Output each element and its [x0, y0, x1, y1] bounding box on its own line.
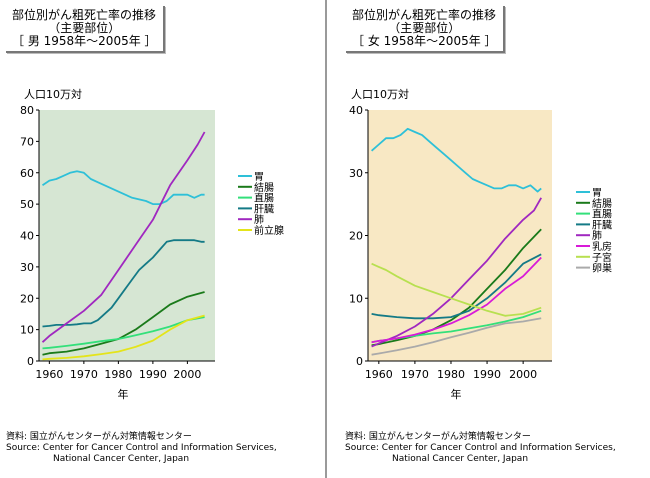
x-tick-label: 1980 — [437, 368, 465, 381]
x-tick-label: 1990 — [139, 368, 167, 381]
y-tick-label: 20 — [20, 292, 34, 305]
chart-title-male: 部位別がん粗死亡率の推移 — [12, 8, 157, 22]
y-tick-label: 10 — [20, 324, 34, 337]
x-tick-label: 1990 — [473, 368, 501, 381]
series-line-前立腺 — [42, 314, 205, 361]
source-line-en: Source: Center for Cancer Control and In… — [6, 443, 277, 453]
y-tick-label: 60 — [20, 167, 34, 180]
source-line-org: National Cancer Center, Japan — [392, 454, 529, 464]
panel-divider — [325, 0, 327, 478]
legend-label: 肝臓 — [592, 219, 612, 231]
y-tick-label: 30 — [20, 261, 34, 274]
plot-area — [368, 110, 552, 361]
legend-label: 子宮 — [592, 251, 612, 264]
legend-label: 前立腺 — [254, 224, 284, 237]
x-tick-label: 1960 — [365, 368, 393, 381]
y-tick-label: 0 — [356, 355, 363, 368]
x-tick-label: 2000 — [509, 368, 537, 381]
legend-label: 結腸 — [592, 197, 612, 210]
x-axis-label: 年 — [118, 387, 129, 401]
x-tick-label: 1970 — [401, 368, 429, 381]
source-note-female: 資料: 国立がんセンターがん対策情報センター Source: Center fo… — [345, 432, 616, 465]
series-line-子宮 — [371, 262, 542, 317]
source-line-en: Source: Center for Cancer Control and In… — [345, 443, 616, 453]
x-tick-label: 2000 — [173, 368, 201, 381]
series-line-乳房 — [371, 256, 542, 344]
y-tick-label: 40 — [20, 230, 34, 243]
legend-label: 直腸 — [592, 208, 612, 221]
series-line-卵巣 — [371, 317, 542, 356]
legend-label: 乳房 — [592, 240, 612, 253]
plot-area — [39, 110, 215, 361]
chart-male: 0 10 20 30 40 50 60 70 80 1960 1970 1980 1990 2000 年 胃結… — [20, 104, 284, 401]
legend-label: 肝臓 — [254, 203, 274, 215]
y-unit-label-male: 人口10万対 — [24, 88, 82, 101]
series-line-肺 — [371, 197, 542, 348]
y-tick-label: 10 — [349, 292, 363, 305]
series-line-肝臓 — [42, 239, 205, 328]
chart-period-male: ［ 男 1958年～2005年 ］ — [12, 34, 157, 48]
legend-label: 胃 — [254, 171, 264, 183]
source-line-ja: 資料: 国立がんセンターがん対策情報センター — [6, 432, 192, 442]
y-tick-label: 30 — [349, 167, 363, 180]
legend-label: 直腸 — [254, 192, 274, 205]
chart-period-female: ［ 女 1958年～2005年 ］ — [352, 34, 497, 48]
legend-label: 結腸 — [254, 181, 274, 194]
series-line-結腸 — [371, 228, 542, 347]
series-line-直腸 — [42, 316, 205, 350]
y-unit-label-female: 人口10万対 — [351, 88, 409, 101]
series-line-肺 — [41, 131, 206, 343]
series-line-胃 — [41, 170, 205, 206]
source-line-org: National Cancer Center, Japan — [53, 454, 190, 464]
chart-subtitle-female: （主要部位） — [388, 21, 461, 35]
y-tick-label: 50 — [20, 198, 34, 211]
chart-female: 0 10 20 30 40 1960 1970 1980 1990 2000 年 胃結腸直腸肝臓肺乳房… — [349, 104, 612, 401]
chart-subtitle-male: （主要部位） — [48, 21, 121, 35]
source-line-ja: 資料: 国立がんセンターがん対策情報センター — [345, 432, 531, 442]
legend-label: 肺 — [592, 230, 602, 242]
y-tick-label: 80 — [20, 104, 34, 117]
title-box-male: 部位別がん粗死亡率の推移 （主要部位） ［ 男 1958年～2005年 ］ — [6, 6, 165, 53]
title-box-female: 部位別がん粗死亡率の推移 （主要部位） ［ 女 1958年～2005年 ］ — [346, 6, 505, 53]
series-line-肝臓 — [371, 253, 542, 320]
legend-label: 胃 — [592, 187, 602, 199]
legend-label: 卵巣 — [592, 262, 612, 275]
series-line-胃 — [371, 127, 542, 193]
y-tick-label: 0 — [27, 355, 34, 368]
chart-title-female: 部位別がん粗死亡率の推移 — [352, 8, 497, 22]
source-note-male: 資料: 国立がんセンターがん対策情報センター Source: Center fo… — [6, 432, 277, 465]
y-tick-label: 20 — [349, 230, 363, 243]
x-tick-label: 1970 — [70, 368, 98, 381]
x-tick-label: 1980 — [104, 368, 132, 381]
x-tick-label: 1960 — [35, 368, 63, 381]
y-tick-label: 70 — [20, 135, 34, 148]
legend-label: 肺 — [254, 214, 264, 226]
x-axis-label: 年 — [451, 387, 462, 401]
y-tick-label: 40 — [349, 104, 363, 117]
